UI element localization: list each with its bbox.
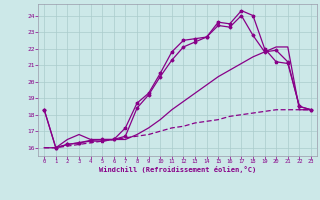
X-axis label: Windchill (Refroidissement éolien,°C): Windchill (Refroidissement éolien,°C) [99,166,256,173]
